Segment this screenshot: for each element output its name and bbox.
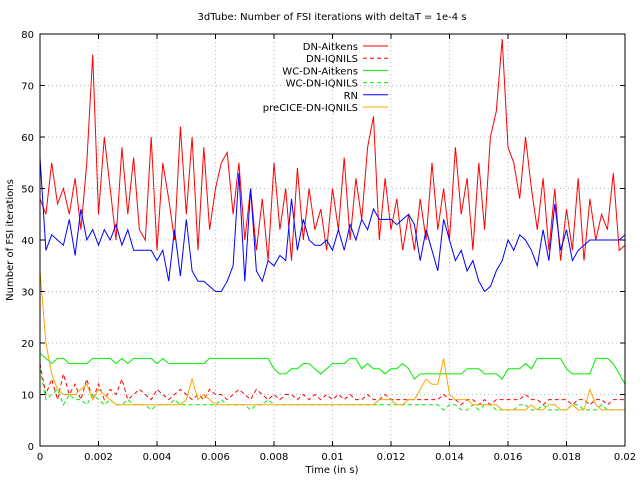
chart-title: 3dTube: Number of FSI iterations with de… <box>198 12 467 23</box>
legend-label: DN-IQNILS <box>306 54 358 65</box>
x-tick-label: 0.008 <box>260 452 289 463</box>
series-line-dn-iqnils <box>39 363 625 406</box>
grid <box>40 34 625 446</box>
y-tick-label: 50 <box>21 185 34 196</box>
x-tick-label: 0.016 <box>494 452 523 463</box>
x-tick-label: 0.014 <box>435 452 464 463</box>
series-group <box>39 39 626 411</box>
x-tick-label: 0.018 <box>552 452 581 463</box>
series-line-wc-dn-aitkens <box>39 352 626 385</box>
x-tick-label: 0.02 <box>614 452 636 463</box>
x-axis-label: Time (in s) <box>305 465 359 476</box>
legend-label: DN-Aitkens <box>303 42 358 53</box>
y-tick-label: 40 <box>21 236 34 247</box>
x-tick-label: 0.012 <box>377 452 406 463</box>
y-tick-label: 10 <box>21 391 34 402</box>
x-tick-label: 0.006 <box>201 452 230 463</box>
y-axis-label: Number of FSI iterations <box>5 179 16 301</box>
x-tick-label: 0.01 <box>321 452 343 463</box>
legend-label: preCICE-DN-IQNILS <box>263 103 358 114</box>
y-tick-label: 20 <box>21 339 34 350</box>
series-line-precice-dn-iqnils <box>39 270 625 411</box>
x-tick-label: 0.004 <box>143 452 172 463</box>
y-tick-label: 80 <box>21 30 34 41</box>
x-tick-label: 0 <box>37 452 43 463</box>
ticks: 0 0.002 0.004 0.006 0.008 0.01 0.012 0.014 0.016… <box>21 30 636 463</box>
y-tick-label: 60 <box>21 133 34 144</box>
series-line-dn-aitkens <box>39 39 626 261</box>
x-tick-label: 0.002 <box>84 452 113 463</box>
legend-label: RN <box>344 91 358 102</box>
legend-label: WC-DN-Aitkens <box>282 66 358 77</box>
y-tick-label: 30 <box>21 288 34 299</box>
y-tick-label: 0 <box>28 442 34 453</box>
series-line-rn <box>39 157 626 293</box>
y-tick-label: 70 <box>21 82 34 93</box>
legend-label: WC-DN-IQNILS <box>286 79 358 90</box>
